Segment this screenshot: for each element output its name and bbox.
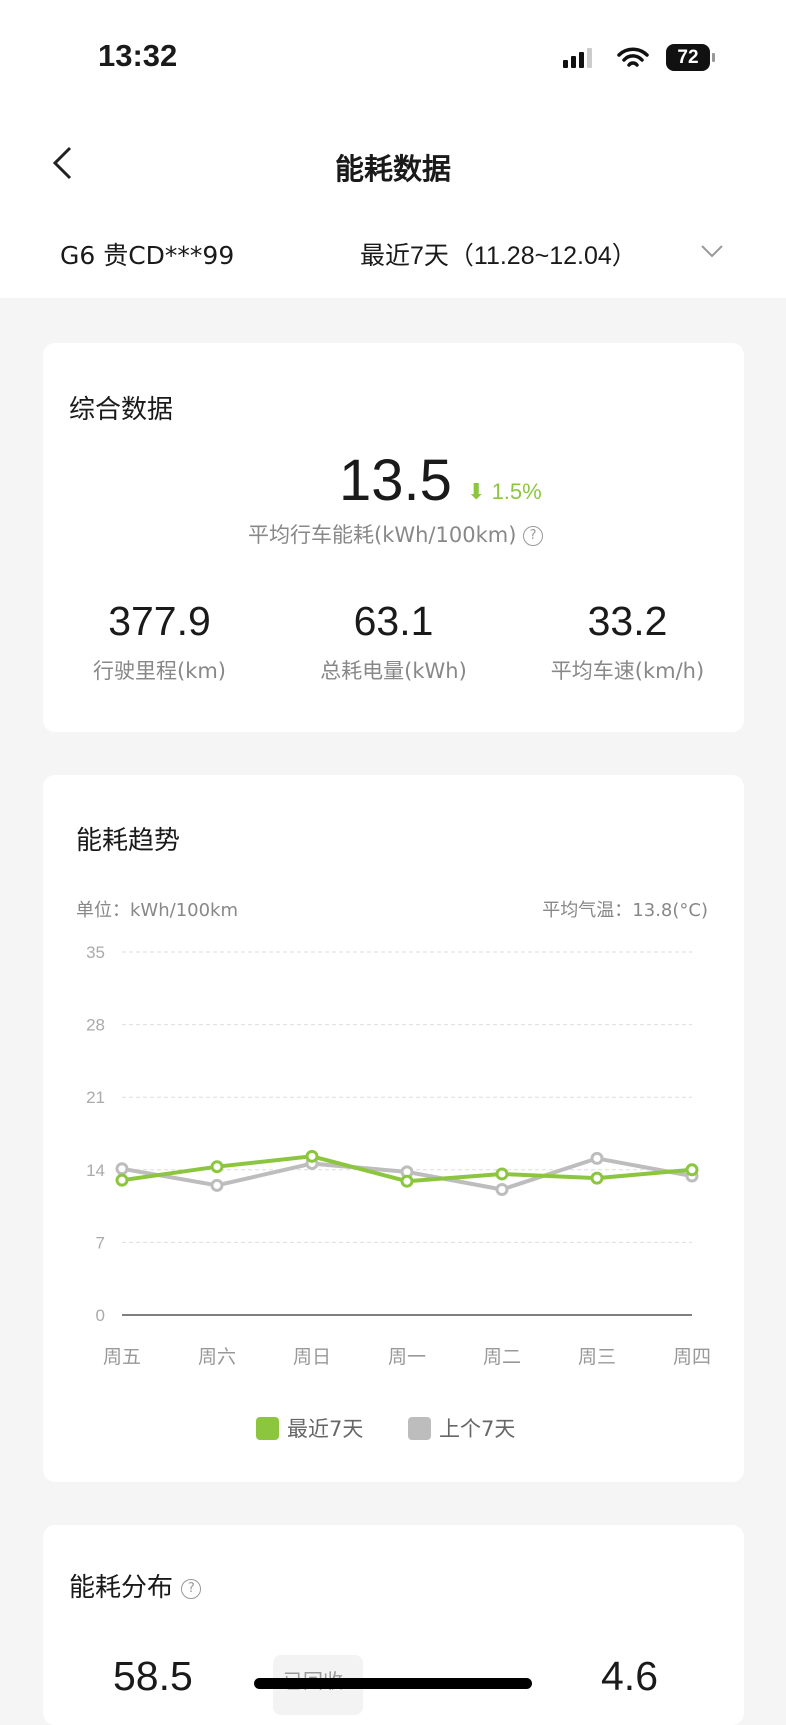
data-point <box>115 1162 129 1176</box>
y-tick-label: 35 <box>86 943 105 962</box>
status-time: 13:32 <box>98 38 178 73</box>
data-point <box>685 1163 699 1177</box>
data-point <box>305 1149 319 1163</box>
stat-speed: 33.2 平均车速(km/h) <box>511 598 744 685</box>
x-tick-label: 周三 <box>578 1346 616 1368</box>
stat-value: 63.1 <box>353 598 434 644</box>
help-icon[interactable]: ? <box>181 1578 202 1599</box>
trend-title: 能耗趋势 <box>76 826 181 856</box>
y-tick-label: 0 <box>96 1306 105 1325</box>
data-point <box>590 1151 604 1165</box>
y-tick-label: 28 <box>86 1016 105 1035</box>
y-tick-label: 7 <box>96 1233 105 1252</box>
x-tick-label: 周四 <box>673 1346 711 1368</box>
data-point <box>210 1178 224 1192</box>
legend-swatch <box>256 1416 279 1440</box>
home-indicator[interactable] <box>254 1678 532 1689</box>
change-value: 1.5% <box>491 479 542 504</box>
legend-previous[interactable]: 上个7天 <box>408 1413 515 1443</box>
cellular-signal-icon <box>563 48 592 68</box>
x-tick-label: 周二 <box>483 1346 521 1368</box>
data-point <box>495 1183 509 1197</box>
x-tick-label: 周日 <box>293 1346 331 1368</box>
y-tick-label: 14 <box>86 1161 105 1180</box>
distribution-left-value: 58.5 <box>113 1653 193 1699</box>
x-tick-label: 周六 <box>198 1346 236 1368</box>
data-point <box>115 1173 129 1187</box>
data-point <box>495 1167 509 1181</box>
stat-label: 行驶里程(km) <box>92 659 226 683</box>
summary-title: 综合数据 <box>69 395 174 425</box>
distribution-right-value: 4.6 <box>601 1653 658 1699</box>
avg-temp-label: 平均气温：13.8(°C) <box>542 900 708 921</box>
stat-distance: 377.9 行驶里程(km) <box>43 598 276 685</box>
legend-label: 最近7天 <box>287 1417 364 1441</box>
vehicle-selector[interactable]: G6 贵CD***99 <box>60 241 235 270</box>
distribution-title: 能耗分布 ? <box>69 1567 202 1604</box>
stat-label: 总耗电量(kWh) <box>320 659 467 683</box>
header-area <box>0 0 786 298</box>
x-tick-label: 周一 <box>388 1346 426 1368</box>
trend-card <box>43 775 744 1482</box>
avg-label-text: 平均行车能耗(kWh/100km) <box>248 523 517 547</box>
battery-icon: 72 <box>666 44 710 71</box>
arrow-down-icon: ⬇ <box>467 479 486 504</box>
x-tick-label: 周五 <box>103 1346 141 1368</box>
stat-label: 平均车速(km/h) <box>550 659 705 683</box>
data-point <box>400 1174 414 1188</box>
back-chevron-icon[interactable] <box>50 145 76 181</box>
unit-label: 单位：kWh/100km <box>76 900 239 921</box>
help-icon[interactable]: ? <box>523 526 544 546</box>
legend-label: 上个7天 <box>439 1417 516 1441</box>
stat-energy: 63.1 总耗电量(kWh) <box>277 598 510 685</box>
data-point <box>210 1160 224 1174</box>
data-point <box>590 1171 604 1185</box>
avg-consumption-label: 平均行车能耗(kWh/100km) ? <box>248 519 544 549</box>
stat-value: 377.9 <box>108 598 211 644</box>
legend-swatch <box>408 1416 431 1440</box>
change-indicator: ⬇ 1.5% <box>467 479 542 505</box>
summary-card: 综合数据 13.5 ⬇ 1.5% 平均行车能耗(kWh/100km) ? 377… <box>43 343 744 732</box>
page-title: 能耗数据 <box>334 152 451 186</box>
chevron-down-icon[interactable] <box>700 244 724 258</box>
stat-value: 33.2 <box>587 598 668 644</box>
date-range-selector[interactable]: 最近7天（11.28~12.04） <box>360 242 637 270</box>
wifi-icon <box>617 47 649 67</box>
trend-chart: 0 7 14 21 28 35 周五 周六 周日 周一 周二 周三 周四 <box>86 943 711 1368</box>
avg-consumption-value: 13.5 <box>339 448 452 513</box>
distribution-card: 能耗分布 ? 58.5 4.6 已回收 <box>43 1525 744 1725</box>
legend-current[interactable]: 最近7天 <box>256 1413 363 1443</box>
y-tick-label: 21 <box>86 1088 105 1107</box>
distribution-title-text: 能耗分布 <box>69 1573 174 1603</box>
battery-tip <box>712 53 715 62</box>
